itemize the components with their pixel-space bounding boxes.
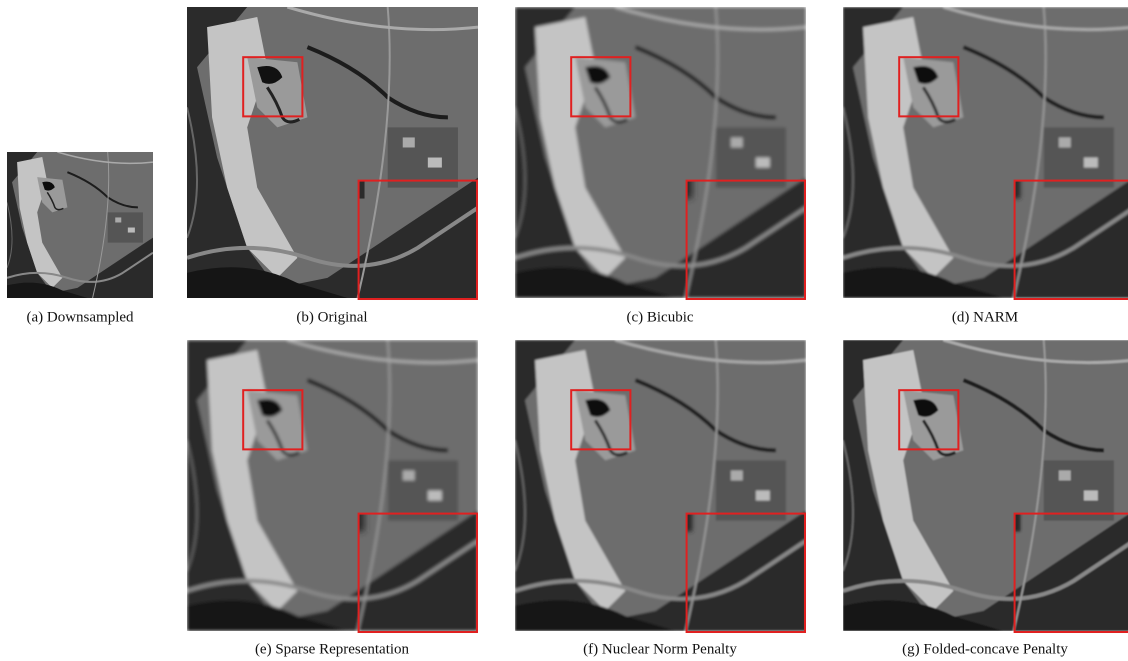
image [187,340,478,631]
caption: (c) Bicubic [626,309,693,325]
caption: (f) Nuclear Norm Penalty [583,641,737,657]
image [7,152,153,298]
panel: (f) Nuclear Norm Penalty [515,340,806,657]
figure: (a) Downsampled (b) Original (c) Bicubic (d… [0,0,1128,661]
image [843,7,1128,298]
caption: (g) Folded-concave Penalty [902,641,1068,657]
image [843,340,1128,631]
panels: (a) Downsampled (b) Original (c) Bicubic (d… [7,7,1128,657]
caption: (b) Original [296,309,367,325]
image [515,340,806,631]
caption: (a) Downsampled [26,309,134,325]
panel: (g) Folded-concave Penalty [843,340,1128,657]
panel: (a) Downsampled [7,152,153,325]
image [187,7,478,298]
panel: (c) Bicubic [515,7,806,325]
caption: (d) NARM [952,309,1018,325]
image [515,7,806,298]
panel: (d) NARM [843,7,1128,325]
panel: (b) Original [187,7,478,325]
caption: (e) Sparse Representation [255,641,410,657]
panel: (e) Sparse Representation [187,340,478,657]
